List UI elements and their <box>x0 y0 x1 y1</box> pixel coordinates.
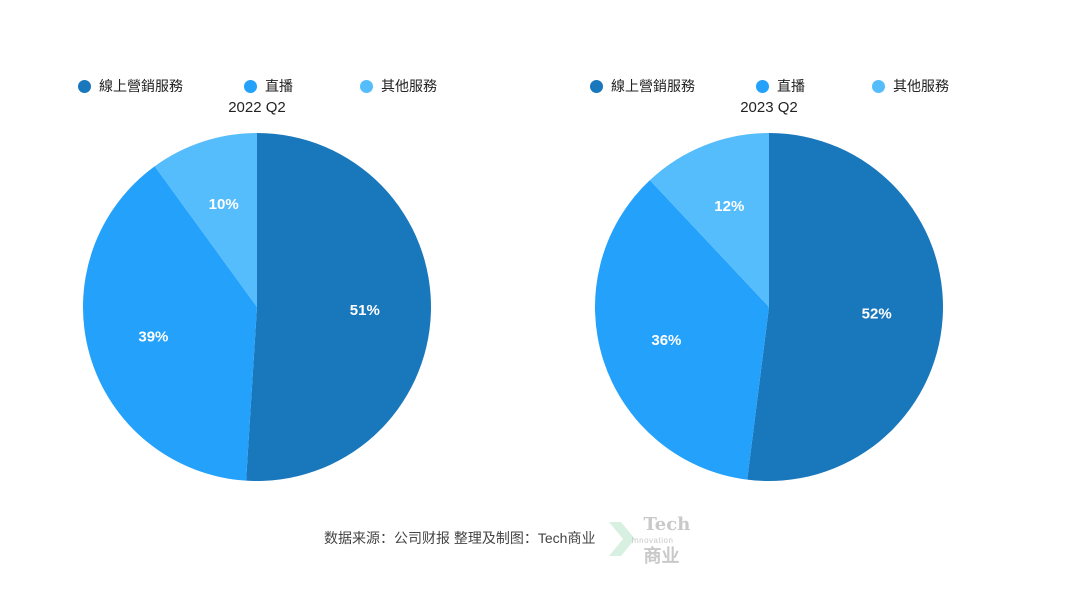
pie-slice <box>747 133 943 482</box>
legend-swatch <box>590 79 603 93</box>
chart-2022-q2: 線上營銷服務 直播 其他服務 2022 Q2 51% 39% 10% <box>0 0 540 520</box>
slice-label: 39% <box>138 329 168 346</box>
footer: 数据来源：公司财报 整理及制图：Tech商业 Tech Innovation 商… <box>324 514 699 566</box>
legend-item-live-streaming: 直播 <box>244 76 360 96</box>
legend-label: 線上營銷服務 <box>99 78 183 94</box>
slice-label: 51% <box>350 302 380 319</box>
logo-text: Tech <box>643 514 691 535</box>
source-text: 数据来源：公司财报 整理及制图：Tech商业 <box>324 530 596 546</box>
pie-slice <box>154 133 257 307</box>
legend-label: 直播 <box>777 78 805 94</box>
pie-slice <box>649 133 769 307</box>
chart-title: 2022 Q2 <box>228 99 286 116</box>
legend-item-online-marketing: 線上營銷服務 <box>78 76 244 96</box>
legend-label: 其他服務 <box>893 78 949 94</box>
slice-label: 36% <box>651 332 681 349</box>
tech-logo: Tech Innovation 商业 <box>609 514 699 566</box>
pie-chart: 51% 39% 10% <box>83 133 432 481</box>
pie-slice <box>595 180 769 480</box>
legend-item-other-services: 其他服務 <box>360 76 480 96</box>
chart-2023-q2: 線上營銷服務 直播 其他服務 2023 Q2 52% 36% 12% <box>512 0 1052 520</box>
legend-label: 線上營銷服務 <box>611 78 695 94</box>
legend: 線上營銷服務 直播 其他服務 <box>78 76 480 96</box>
pie-slice <box>83 166 257 481</box>
chart-title: 2023 Q2 <box>740 99 798 116</box>
chevron-right-icon <box>609 522 636 556</box>
legend-item-live-streaming: 直播 <box>756 76 872 96</box>
legend-swatch <box>78 79 91 93</box>
legend-swatch <box>244 79 257 93</box>
slice-label: 52% <box>862 305 892 322</box>
pie-slice <box>246 133 432 481</box>
legend-label: 直播 <box>265 78 293 94</box>
slice-label: 10% <box>209 196 239 213</box>
pie-chart: 52% 36% 12% <box>595 133 943 482</box>
legend-label: 其他服務 <box>381 78 437 94</box>
logo-text: Innovation <box>631 536 674 545</box>
legend-swatch <box>360 79 373 93</box>
legend-swatch <box>756 79 769 93</box>
legend-swatch <box>872 79 885 93</box>
legend-item-online-marketing: 線上營銷服務 <box>590 76 756 96</box>
legend-item-other-services: 其他服務 <box>872 76 992 96</box>
logo-text: 商业 <box>643 546 680 566</box>
slice-label: 12% <box>714 198 744 215</box>
legend: 線上營銷服務 直播 其他服務 <box>590 76 992 96</box>
